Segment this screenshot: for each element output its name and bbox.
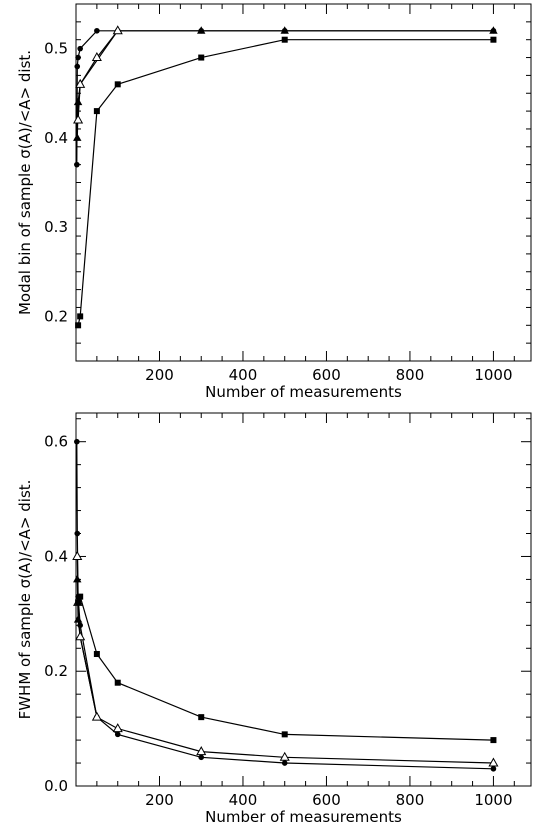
data-point [114,81,121,88]
series-line [77,30,119,121]
x-tick-label: 200 [145,366,174,384]
x-tick-label: 400 [229,791,258,809]
y-axis-label: Modal bin of sample σ(A)/<A> dist. [16,50,34,315]
x-axis-label: Number of measurements [205,383,402,401]
series-4 [75,593,497,744]
y-tick-label: 0.4 [44,129,68,147]
data-point [75,599,82,606]
data-point [488,757,499,767]
y-axis-label: FWHM of sample σ(A)/<A> dist. [16,480,34,720]
data-point [73,133,82,141]
data-point [73,615,83,623]
data-point [280,26,289,34]
data-point [93,108,100,115]
data-point [198,54,205,61]
x-tick-label: 1000 [474,366,512,384]
x-tick-label: 600 [312,791,341,809]
series-4 [75,36,497,329]
series-2 [73,26,498,141]
data-point [281,36,288,43]
data-point [197,26,206,34]
x-axis-label: Number of measurements [205,808,402,826]
x-tick-label: 800 [396,366,425,384]
data-point [196,746,207,756]
data-point [112,25,123,35]
data-point [73,114,84,124]
series-line [76,441,494,770]
data-point [75,631,86,641]
y-tick-label: 0.6 [44,433,68,451]
data-point [279,751,290,761]
data-point [93,651,100,658]
series-line [76,30,494,138]
data-point [77,593,84,600]
y-tick-label: 0.5 [44,40,68,58]
data-point [198,754,205,761]
data-point [489,26,498,34]
data-point [74,63,81,70]
data-point [198,714,205,721]
x-tick-label: 1000 [474,791,512,809]
y-tick-label: 0.4 [44,547,68,565]
data-point [74,438,80,445]
data-point [114,731,121,738]
series-1 [74,27,497,168]
x-tick-label: 400 [229,366,258,384]
data-point [75,78,86,88]
data-point [72,550,83,560]
chart-1: 200 400 600 800 1000 0.2 0.3 0.4 0.5 Number of me… [16,3,532,401]
x-tick-label: 800 [396,791,425,809]
data-point [77,313,84,320]
data-point [73,97,83,106]
data-point [74,161,80,168]
y-tick-label: 0.0 [44,777,68,795]
series-line [76,30,494,165]
data-point [281,760,288,766]
data-point [77,45,83,52]
data-point [490,765,497,772]
data-point [91,711,102,721]
data-point [112,723,123,733]
data-point [94,27,100,34]
series-1 [74,438,497,772]
data-point [74,530,81,537]
data-point [75,54,81,61]
plot-frame [75,412,532,787]
series-line [77,594,494,741]
data-point [490,737,497,744]
series-line [76,556,494,764]
x-tick-label: 600 [312,366,341,384]
y-tick-label: 0.3 [44,218,68,236]
series-line [77,39,494,326]
data-point [281,731,288,738]
y-tick-label: 0.2 [44,662,68,680]
data-point [75,322,82,329]
x-tick-label: 200 [145,791,174,809]
plot-frame [75,3,532,362]
data-point [91,52,102,62]
chart-2: 200 400 600 800 1000 0.0 0.2 0.4 0.6 Number of me… [16,412,532,826]
data-point [490,36,497,43]
y-tick-label: 0.2 [44,307,68,325]
data-point [114,679,121,686]
series-3 [73,25,123,124]
